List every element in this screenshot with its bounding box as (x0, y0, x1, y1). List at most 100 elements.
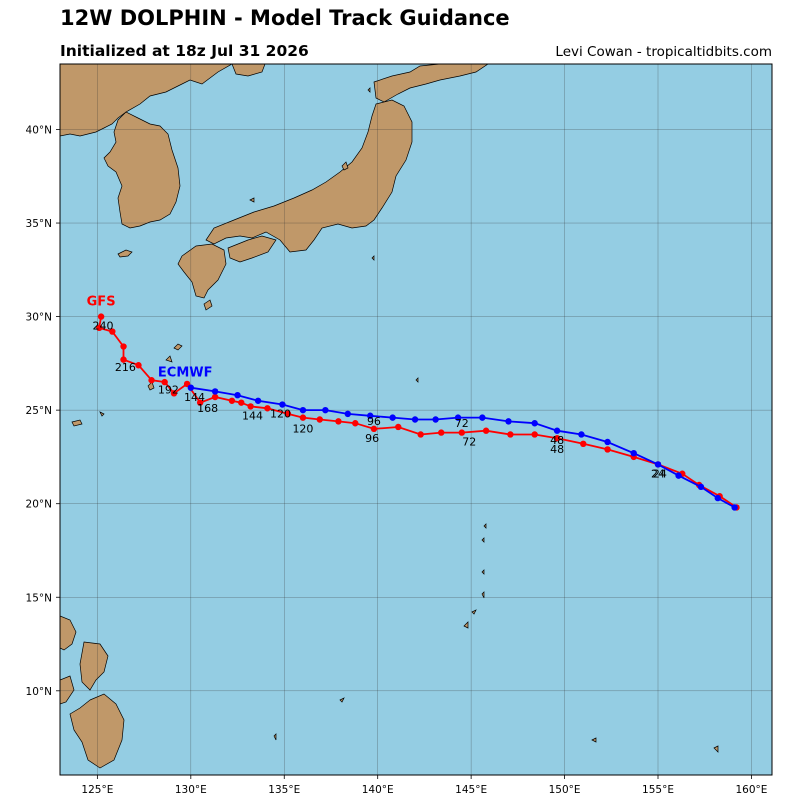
gfs-track-point (580, 440, 587, 448)
asia-north-coast (231, 64, 266, 77)
gfs-track-point (120, 343, 127, 350)
ecmwf-track-point (697, 483, 705, 491)
ecmwf-track-point (254, 397, 262, 404)
ecmwf-track-point (211, 388, 219, 395)
gfs-track-point (228, 397, 236, 404)
kyushu (177, 243, 227, 299)
gfs-track-point (370, 425, 378, 433)
gfs-track-point (335, 418, 342, 425)
shikoku (227, 235, 277, 263)
map-frame (59, 63, 773, 776)
track-labels: 24487296120144168192216240GFS24487296120… (87, 294, 667, 480)
axis-ticks: 125°E 130°E 135°E 140°E 145°E 150°E 155°E 160°E… (26, 124, 768, 796)
ecmwf-track-point (367, 412, 374, 419)
ecmwf-track-point (578, 431, 585, 438)
gfs-track-point (97, 313, 105, 320)
ecmwf-track-point (553, 427, 561, 434)
ecmwf-track-point (389, 414, 396, 421)
ecmwf-track-point (322, 406, 329, 414)
tick-label-lat: 20°N (26, 499, 52, 511)
gfs-track-point (604, 446, 611, 453)
gfs-hour-label: 120 (292, 423, 313, 436)
tick-label-lon: 150°E (549, 784, 581, 796)
tick-label-lon: 160°E (735, 784, 767, 796)
gfs-track-point (531, 431, 538, 438)
gfs-track-point (316, 416, 323, 423)
model-tracks (96, 313, 740, 511)
ryukyu-islands (147, 343, 183, 391)
ecmwf-track-point (234, 391, 241, 399)
small-islands (71, 87, 719, 753)
gfs-hour-label: 72 (462, 436, 476, 449)
tick-label-lat: 30°N (26, 312, 52, 324)
tick-label-lon: 155°E (642, 784, 674, 796)
tick-label-lat: 25°N (26, 405, 52, 417)
gfs-hour-label: 240 (92, 320, 113, 333)
taiwan (60, 615, 77, 651)
gfs-hour-label: 168 (197, 402, 218, 415)
map-subtitle: Initialized at 18z Jul 31 2026 (60, 42, 309, 60)
gfs-track-point (264, 405, 271, 412)
gfs-track-point (148, 377, 155, 384)
ecmwf-hour-label: 24 (653, 468, 667, 481)
gfs-track-point (352, 420, 359, 427)
ecmwf-model-label: ECMWF (158, 365, 213, 380)
gfs-hour-label: 144 (242, 410, 263, 423)
gfs-hour-label: 48 (550, 443, 564, 456)
graticule (60, 64, 772, 775)
gfs-track-point (109, 328, 116, 335)
gfs-track-point (96, 324, 103, 332)
ecmwf-track-point (187, 384, 195, 391)
ecmwf-track-point (630, 449, 637, 457)
map-credit: Levi Cowan - tropicaltidbits.com (555, 44, 772, 60)
ecmwf-track-point (479, 414, 486, 421)
gfs-track-point (417, 431, 424, 438)
ecmwf-track-point (731, 504, 738, 511)
ecmwf-track-point (454, 414, 462, 421)
ecmwf-track-point (604, 438, 611, 446)
hokkaido (373, 64, 489, 103)
gfs-track-point (553, 435, 561, 442)
land-layer (60, 64, 719, 769)
honshu (205, 99, 413, 253)
gfs-track-point (507, 431, 514, 438)
ecmwf-track-point (299, 406, 307, 414)
ecmwf-track-point (279, 401, 286, 408)
gfs-track-point (196, 399, 204, 406)
ecmwf-track-point (531, 420, 538, 427)
tick-label-lon: 125°E (81, 784, 113, 796)
gfs-hour-label: 216 (115, 361, 136, 374)
gfs-track-point (438, 429, 445, 436)
tick-label-lon: 145°E (455, 784, 487, 796)
ecmwf-hour-label: 120 (270, 408, 291, 421)
gfs-hour-label: 192 (158, 383, 179, 396)
gfs-track-point (395, 423, 402, 431)
jeju-island (117, 249, 133, 258)
tick-label-lat: 15°N (26, 592, 52, 604)
tick-label-lat: 10°N (26, 686, 52, 698)
gfs-hour-label: 24 (651, 468, 665, 481)
gfs-track-point (211, 393, 219, 401)
gfs-track-point (284, 410, 292, 418)
luzon (79, 641, 109, 691)
ecmwf-hour-label: 96 (367, 415, 381, 428)
gfs-track-point (120, 356, 127, 363)
ecmwf-track-point (714, 494, 722, 502)
map-title: 12W DOLPHIN - Model Track Guidance (60, 6, 510, 30)
ecmwf-hour-label: 72 (455, 417, 469, 430)
ecmwf-track-point (505, 418, 512, 425)
gfs-track-point (482, 427, 490, 434)
gfs-track-point (161, 378, 168, 386)
tick-label-lon: 130°E (175, 784, 207, 796)
gfs-track-point (299, 414, 307, 421)
gfs-track-point (135, 362, 142, 369)
korea-peninsula (103, 111, 181, 229)
ecmwf-hour-label: 144 (184, 391, 205, 404)
gfs-model-label: GFS (87, 294, 116, 309)
gfs-hour-label: 96 (365, 432, 379, 445)
philippines-islands (60, 675, 75, 705)
tick-label-lon: 135°E (268, 784, 300, 796)
ecmwf-track-point (654, 461, 662, 468)
ecmwf-track-point (344, 410, 351, 418)
